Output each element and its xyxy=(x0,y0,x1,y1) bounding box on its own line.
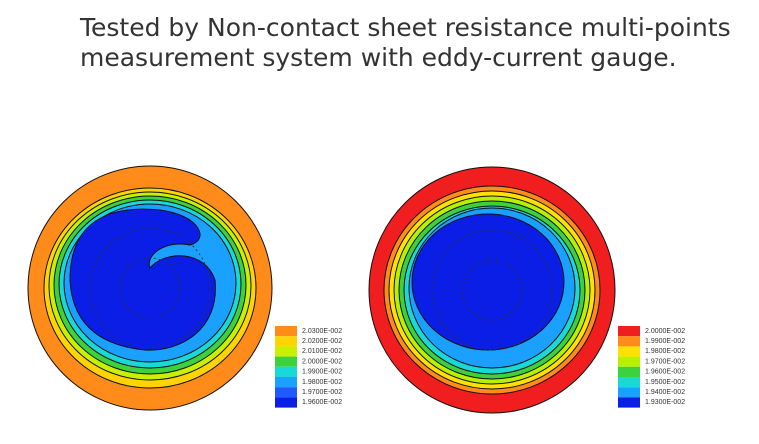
legend-swatch xyxy=(275,387,297,398)
legend-label: 2.0200E-002 xyxy=(302,338,342,345)
legend-label: 2.0000E-002 xyxy=(302,358,342,365)
legend-swatch xyxy=(618,397,640,408)
legend-swatch xyxy=(275,326,297,337)
wafer-map-right xyxy=(368,166,616,414)
legend-swatch xyxy=(275,336,297,347)
legend-swatch xyxy=(275,397,297,408)
legend-swatch xyxy=(618,346,640,357)
legend-swatch xyxy=(618,377,640,388)
title-line: measurement system with eddy-current gau… xyxy=(80,43,677,72)
legend-label: 1.9800E-002 xyxy=(302,379,342,386)
legend-label: 2.0000E-002 xyxy=(645,328,685,335)
legend-label: 1.9900E-002 xyxy=(302,369,342,376)
legend-label: 1.9700E-002 xyxy=(302,389,342,396)
wafer-map-left xyxy=(27,165,273,411)
legend-swatch xyxy=(618,336,640,347)
legend-label: 2.0100E-002 xyxy=(302,348,342,355)
legend-label: 1.9500E-002 xyxy=(645,379,685,386)
legend-swatch xyxy=(618,326,640,337)
legend-swatch xyxy=(618,366,640,377)
legend-label: 1.9400E-002 xyxy=(645,389,685,396)
legend-swatch xyxy=(275,377,297,388)
legend-label: 1.9700E-002 xyxy=(645,358,685,365)
legend-label: 1.9600E-002 xyxy=(645,369,685,376)
legend-swatch xyxy=(275,356,297,367)
legend-swatch xyxy=(618,387,640,398)
legend-label: 1.9600E-002 xyxy=(302,399,342,406)
title-line: Tested by Non-contact sheet resistance m… xyxy=(79,13,731,42)
legend-swatch xyxy=(618,356,640,367)
legend-swatch xyxy=(275,366,297,377)
legend-swatch xyxy=(275,346,297,357)
legend-label: 1.9300E-002 xyxy=(645,399,685,406)
legend-label: 2.0300E-002 xyxy=(302,328,342,335)
legend-label: 1.9900E-002 xyxy=(645,338,685,345)
legend-label: 1.9800E-002 xyxy=(645,348,685,355)
